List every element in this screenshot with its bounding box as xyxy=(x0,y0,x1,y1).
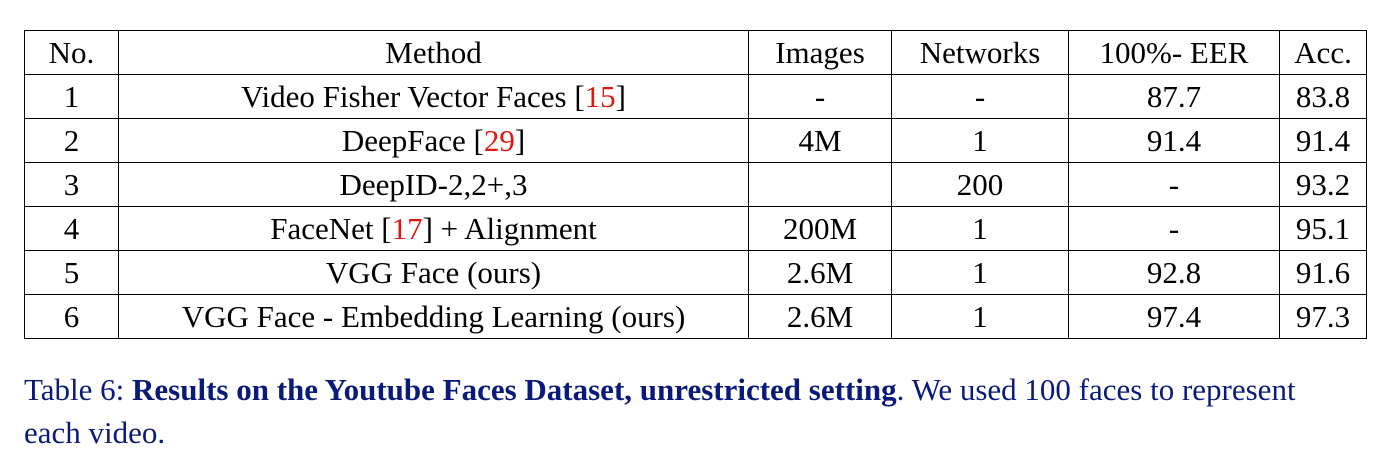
reference-link[interactable]: 15 xyxy=(584,79,616,114)
cell-no: 4 xyxy=(24,206,119,251)
cell-no: 2 xyxy=(24,118,119,163)
cell-no: 1 xyxy=(24,74,119,119)
table-row: 1 Video Fisher Vector Faces [15] - - 87.… xyxy=(24,74,1367,119)
header-eer: 100%- EER xyxy=(1068,30,1280,75)
cell-networks: - xyxy=(891,74,1069,119)
caption-title: Results on the Youtube Faces Dataset, un… xyxy=(132,372,897,407)
header-networks: Networks xyxy=(891,30,1069,75)
cell-acc: 93.2 xyxy=(1279,162,1367,207)
cell-method: DeepFace [29] xyxy=(118,118,749,163)
method-text: VGG Face - Embedding Learning (ours) xyxy=(181,299,686,334)
method-text-after: ] + Alignment xyxy=(422,211,597,246)
method-text: DeepFace [ xyxy=(341,123,484,158)
table-caption: Table 6: Results on the Youtube Faces Da… xyxy=(24,368,1344,454)
table-row: 6 VGG Face - Embedding Learning (ours) 2… xyxy=(24,294,1367,339)
results-table: No. Method Images Networks 100%- EER Acc… xyxy=(24,30,1367,339)
cell-networks: 200 xyxy=(891,162,1069,207)
method-text-after: ] xyxy=(514,123,526,158)
cell-no: 6 xyxy=(24,294,119,339)
cell-method: DeepID-2,2+,3 xyxy=(118,162,749,207)
table-row: 3 DeepID-2,2+,3 200 - 93.2 xyxy=(24,162,1367,207)
cell-eer: - xyxy=(1068,162,1280,207)
cell-acc: 95.1 xyxy=(1279,206,1367,251)
header-no: No. xyxy=(24,30,119,75)
cell-method: VGG Face (ours) xyxy=(118,250,749,295)
caption-label: Table 6: xyxy=(24,372,133,407)
method-text: FaceNet [ xyxy=(270,211,392,246)
method-text: VGG Face (ours) xyxy=(325,255,542,290)
method-text: Video Fisher Vector Faces [ xyxy=(241,79,585,114)
cell-images: 4M xyxy=(748,118,892,163)
cell-images: - xyxy=(748,74,892,119)
cell-method: FaceNet [17] + Alignment xyxy=(118,206,749,251)
method-text: DeepID-2,2+,3 xyxy=(339,167,528,202)
cell-acc: 91.4 xyxy=(1279,118,1367,163)
cell-eer: 92.8 xyxy=(1068,250,1280,295)
header-images: Images xyxy=(748,30,892,75)
cell-no: 3 xyxy=(24,162,119,207)
cell-networks: 1 xyxy=(891,250,1069,295)
cell-eer: 87.7 xyxy=(1068,74,1280,119)
reference-link[interactable]: 17 xyxy=(391,211,423,246)
header-row: No. Method Images Networks 100%- EER Acc… xyxy=(24,30,1367,75)
cell-networks: 1 xyxy=(891,206,1069,251)
cell-method: VGG Face - Embedding Learning (ours) xyxy=(118,294,749,339)
cell-images xyxy=(748,162,892,207)
table-row: 2 DeepFace [29] 4M 1 91.4 91.4 xyxy=(24,118,1367,163)
cell-acc: 83.8 xyxy=(1279,74,1367,119)
cell-acc: 97.3 xyxy=(1279,294,1367,339)
header-method: Method xyxy=(118,30,749,75)
method-text-after: ] xyxy=(615,79,626,114)
header-acc: Acc. xyxy=(1279,30,1367,75)
cell-eer: - xyxy=(1068,206,1280,251)
cell-eer: 91.4 xyxy=(1068,118,1280,163)
reference-link[interactable]: 29 xyxy=(483,123,515,158)
cell-method: Video Fisher Vector Faces [15] xyxy=(118,74,749,119)
cell-networks: 1 xyxy=(891,294,1069,339)
caption-description: . We used 100 faces to represent each vi… xyxy=(24,372,1296,450)
cell-networks: 1 xyxy=(891,118,1069,163)
table-row: 4 FaceNet [17] + Alignment 200M 1 - 95.1 xyxy=(24,206,1367,251)
cell-images: 2.6M xyxy=(748,250,892,295)
cell-eer: 97.4 xyxy=(1068,294,1280,339)
cell-images: 200M xyxy=(748,206,892,251)
cell-no: 5 xyxy=(24,250,119,295)
cell-acc: 91.6 xyxy=(1279,250,1367,295)
cell-images: 2.6M xyxy=(748,294,892,339)
table-row: 5 VGG Face (ours) 2.6M 1 92.8 91.6 xyxy=(24,250,1367,295)
